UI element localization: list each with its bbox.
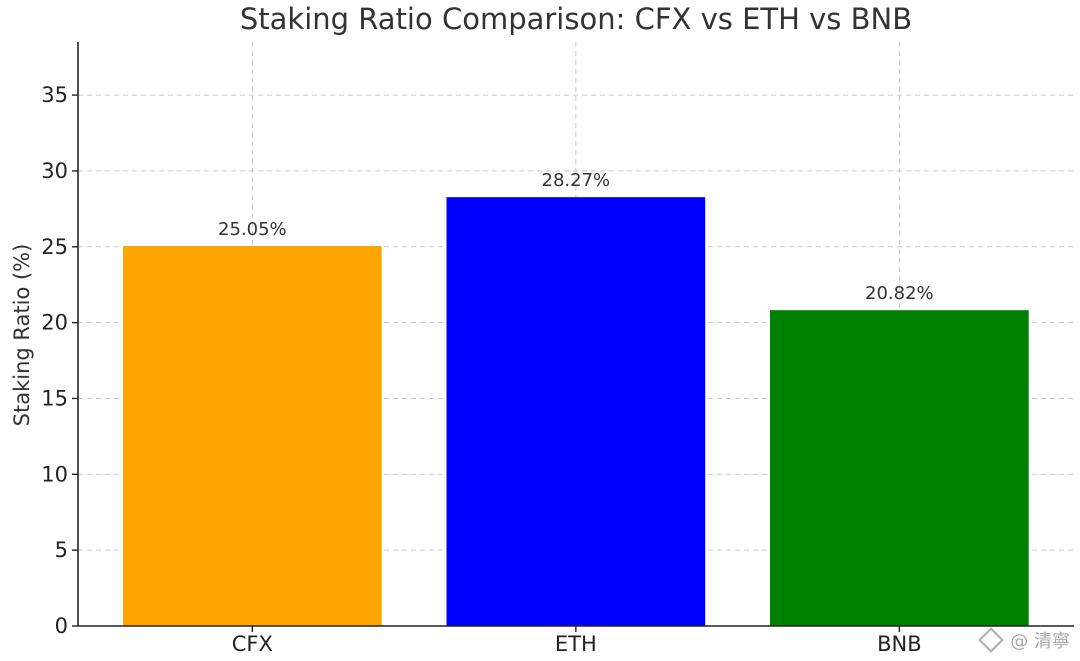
- bars: [123, 197, 1029, 627]
- x-tick-label-bnb: BNB: [877, 632, 922, 656]
- y-tick-label: 35: [41, 83, 68, 107]
- watermark: @ 清寧: [978, 627, 1070, 653]
- chart-title: Staking Ratio Comparison: CFX vs ETH vs …: [240, 2, 912, 36]
- y-tick-label: 25: [41, 235, 68, 259]
- bar-bnb: [770, 310, 1029, 626]
- data-labels: 25.05% 28.27% 20.82%: [218, 170, 934, 304]
- y-tick-label: 20: [41, 311, 68, 335]
- x-ticks: CFX ETH BNB: [232, 626, 922, 656]
- y-tick-label: 0: [55, 614, 68, 638]
- y-axis-label: Staking Ratio (%): [10, 244, 34, 427]
- data-label-cfx: 25.05%: [218, 219, 287, 240]
- bar-cfx: [123, 246, 382, 626]
- data-label-bnb: 20.82%: [865, 283, 934, 304]
- x-tick-label-eth: ETH: [555, 632, 597, 656]
- watermark-text: @ 清寧: [1010, 631, 1070, 652]
- bar-eth: [446, 197, 706, 627]
- x-tick-label-cfx: CFX: [232, 632, 273, 656]
- y-tick-label: 15: [41, 386, 68, 410]
- data-label-eth: 28.27%: [542, 170, 611, 191]
- y-tick-label: 30: [41, 159, 68, 183]
- y-ticks: 0 5 10 15 20 25 30 35: [41, 83, 78, 638]
- y-tick-label: 5: [55, 538, 68, 562]
- diamond-logo-icon: [978, 627, 1004, 653]
- y-tick-label: 10: [41, 462, 68, 486]
